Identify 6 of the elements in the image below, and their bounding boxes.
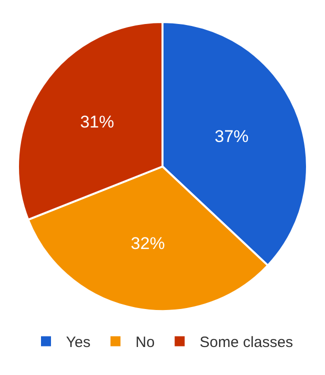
legend-label: Some classes — [200, 334, 294, 352]
legend-label: No — [135, 334, 155, 352]
legend-label: Yes — [66, 334, 90, 352]
data-label: 32% — [130, 234, 165, 253]
data-label: 37% — [214, 127, 249, 146]
data-label: 31% — [80, 112, 114, 132]
